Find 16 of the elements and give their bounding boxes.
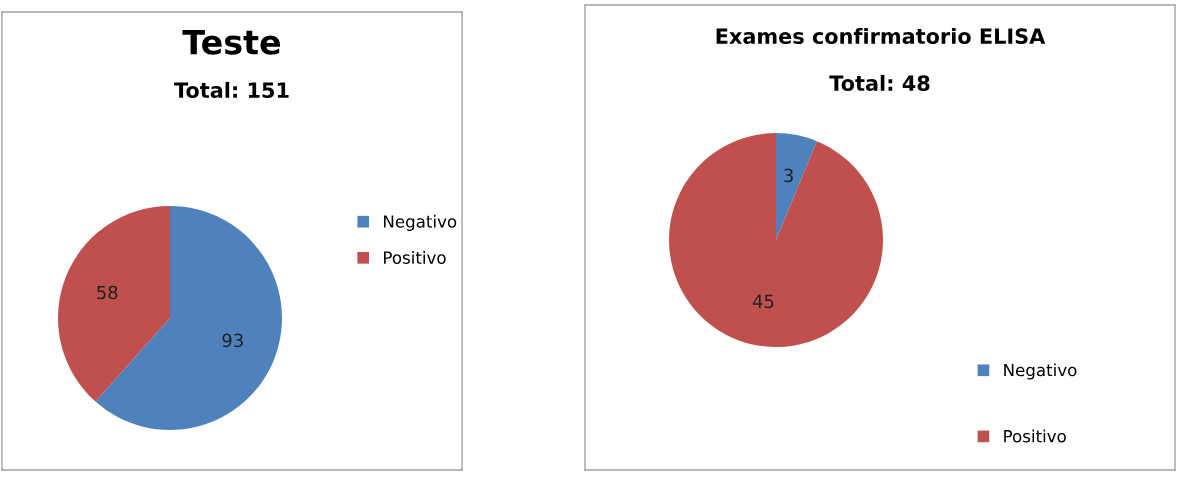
pie-slice [58,206,170,402]
chart-title: Exames confirmatorio ELISA [716,27,1046,45]
data-label: 58 [97,285,118,300]
legend-label: Negativo [1004,363,1077,380]
chart-title: Teste [182,29,281,55]
pie-slice [669,133,883,347]
pie-slice [776,133,817,240]
chart-subtitle: Total: 151 [174,81,289,99]
data-label: 93 [222,333,243,348]
data-label: 3 [784,168,793,183]
legend-label: Positivo [1004,429,1066,443]
legend-label: Positivo [384,251,446,264]
data-label: 45 [752,294,774,309]
pie-slice [95,206,282,430]
chart-subtitle: Total: 48 [829,74,930,92]
legend-label: Negativo [384,214,457,231]
